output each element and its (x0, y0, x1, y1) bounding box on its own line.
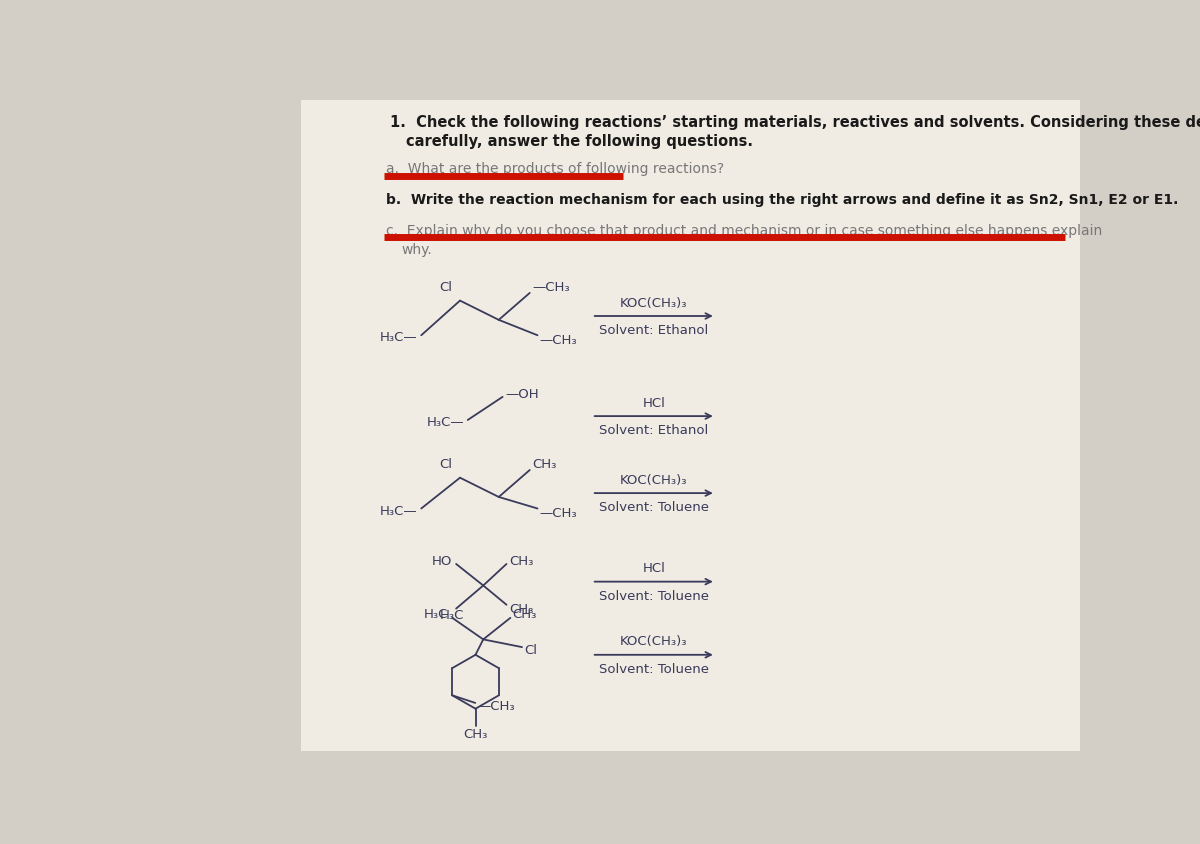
Text: 1.  Check the following reactions’ starting materials, reactives and solvents. C: 1. Check the following reactions’ starti… (390, 116, 1200, 130)
Text: H₃C—: H₃C— (379, 504, 418, 517)
Text: Cl: Cl (524, 643, 538, 656)
Text: KOC(CH₃)₃: KOC(CH₃)₃ (620, 473, 688, 486)
Text: Solvent: Toluene: Solvent: Toluene (599, 500, 709, 514)
Text: Solvent: Toluene: Solvent: Toluene (599, 663, 709, 675)
Text: CH₃: CH₃ (532, 457, 557, 471)
Text: Cl: Cl (439, 281, 452, 294)
Text: CH₃: CH₃ (509, 554, 533, 567)
Text: H₃C—: H₃C— (426, 415, 464, 429)
Text: CH₃: CH₃ (509, 603, 533, 615)
Text: —CH₃: —CH₃ (540, 506, 577, 519)
Text: H₃C: H₃C (424, 608, 449, 620)
Text: HO: HO (432, 554, 452, 567)
Text: KOC(CH₃)₃: KOC(CH₃)₃ (620, 635, 688, 647)
Text: H₃C: H₃C (440, 609, 464, 621)
Text: —CH₃: —CH₃ (540, 333, 577, 346)
Text: H₃C—: H₃C— (379, 331, 418, 344)
Text: HCl: HCl (642, 561, 665, 575)
Text: b.  Write the reaction mechanism for each using the right arrows and define it a: b. Write the reaction mechanism for each… (386, 192, 1178, 207)
Text: why.: why. (402, 243, 433, 257)
Text: Solvent: Ethanol: Solvent: Ethanol (599, 424, 708, 437)
Text: Cl: Cl (439, 457, 452, 471)
Text: —OH: —OH (505, 387, 539, 400)
Text: c.  Explain why do you choose that product and mechanism or in case something el: c. Explain why do you choose that produc… (386, 224, 1103, 237)
Text: CH₃: CH₃ (463, 727, 487, 740)
Text: —CH₃: —CH₃ (532, 281, 570, 294)
FancyBboxPatch shape (301, 101, 1080, 751)
Text: Solvent: Toluene: Solvent: Toluene (599, 589, 709, 603)
Text: a.  What are the products of following reactions?: a. What are the products of following re… (386, 162, 725, 176)
Text: Solvent: Ethanol: Solvent: Ethanol (599, 324, 708, 337)
Text: —CH₃: —CH₃ (478, 699, 515, 711)
Text: CH₃: CH₃ (512, 608, 538, 620)
Text: carefully, answer the following questions.: carefully, answer the following question… (406, 134, 752, 149)
Text: HCl: HCl (642, 397, 665, 409)
Text: KOC(CH₃)₃: KOC(CH₃)₃ (620, 296, 688, 309)
